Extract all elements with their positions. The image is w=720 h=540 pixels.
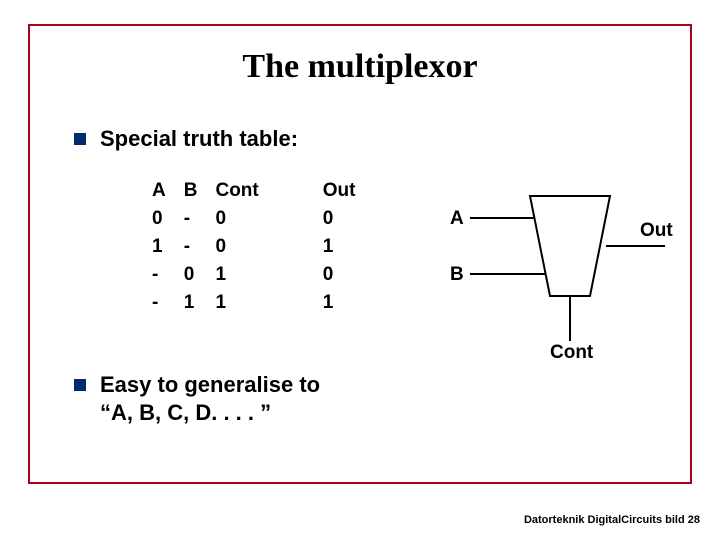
cell-gap — [269, 234, 313, 260]
th-gap — [269, 178, 313, 204]
table-row: 0 - 0 0 — [144, 206, 363, 232]
slide: The multiplexor Special truth table: A B… — [0, 0, 720, 540]
table-row: - 0 1 0 — [144, 262, 363, 288]
th-a: A — [144, 178, 174, 204]
cell: 1 — [176, 290, 206, 316]
cell: 1 — [144, 234, 174, 260]
label-b: B — [450, 264, 464, 286]
mux-diagram: A B Out Cont — [460, 176, 680, 376]
cell: 0 — [207, 234, 266, 260]
bullet-1: Special truth table: — [74, 126, 298, 152]
cell-gap — [269, 262, 313, 288]
slide-frame: The multiplexor Special truth table: A B… — [28, 24, 692, 484]
slide-footer: Datorteknik DigitalCircuits bild 28 — [524, 514, 700, 526]
th-out: Out — [315, 178, 364, 204]
cell-gap — [269, 290, 313, 316]
cell: 0 — [176, 262, 206, 288]
bullet-2-text-line1: Easy to generalise to — [100, 372, 320, 397]
cell: 1 — [315, 290, 364, 316]
bullet-square-icon — [74, 133, 86, 145]
cell: 1 — [207, 290, 266, 316]
cell: 0 — [315, 206, 364, 232]
label-cont: Cont — [550, 342, 593, 364]
bullet-2-text-line2: “A, B, C, D. . . . ” — [100, 400, 271, 426]
th-cont: Cont — [207, 178, 266, 204]
cell: 1 — [207, 262, 266, 288]
cell: 1 — [315, 234, 364, 260]
mux-body-icon — [530, 196, 610, 296]
label-a: A — [450, 208, 464, 230]
label-out: Out — [640, 220, 673, 242]
bullet-1-text: Special truth table: — [100, 126, 298, 151]
table-row: A B Cont Out — [144, 178, 363, 204]
cell: - — [144, 262, 174, 288]
cell: - — [176, 206, 206, 232]
slide-title: The multiplexor — [30, 48, 690, 86]
cell: 0 — [207, 206, 266, 232]
cell-gap — [269, 206, 313, 232]
cell: - — [176, 234, 206, 260]
truth-table: A B Cont Out 0 - 0 0 1 - 0 1 - — [142, 176, 365, 318]
table-row: 1 - 0 1 — [144, 234, 363, 260]
th-b: B — [176, 178, 206, 204]
cell: - — [144, 290, 174, 316]
bullet-square-icon — [74, 379, 86, 391]
cell: 0 — [315, 262, 364, 288]
bullet-2: Easy to generalise to — [74, 372, 320, 398]
cell: 0 — [144, 206, 174, 232]
table-row: - 1 1 1 — [144, 290, 363, 316]
